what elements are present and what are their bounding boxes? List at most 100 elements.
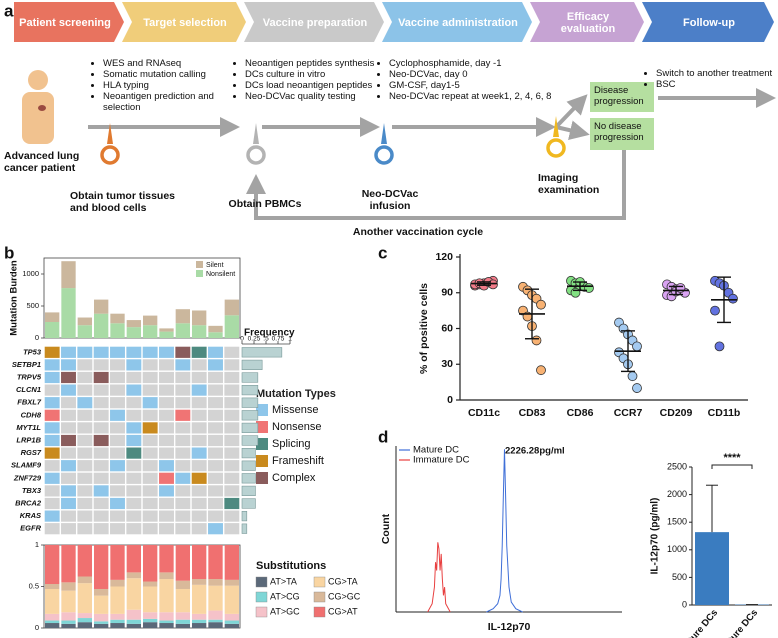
mutation-cell <box>44 422 60 434</box>
empty-cell <box>175 371 191 384</box>
mutation-cell <box>44 472 60 484</box>
bar-segment <box>94 623 109 628</box>
empty-cell <box>61 472 76 484</box>
gene-label: ZNF729 <box>13 473 42 482</box>
mutation-cell <box>175 359 191 371</box>
mutation-cell <box>77 346 93 358</box>
bar-segment <box>94 313 109 338</box>
empty-cell <box>93 422 109 434</box>
mutation-cell <box>208 346 223 358</box>
bar-segment <box>110 586 125 614</box>
mutation-cell <box>93 485 109 497</box>
y-tick-label: 0.5 <box>29 581 39 590</box>
empty-cell <box>224 346 240 358</box>
empty-cell <box>77 422 93 434</box>
empty-cell <box>224 523 240 535</box>
stage-label: Vaccine administration <box>398 17 518 29</box>
bar-segment <box>175 612 190 620</box>
patient-head <box>28 70 48 90</box>
mutation-cell <box>126 447 142 459</box>
bar-segment <box>208 579 223 586</box>
bar-segment <box>77 613 92 619</box>
mutation-cell <box>224 497 240 510</box>
gene-label: EGFR <box>20 524 41 533</box>
empty-cell <box>142 384 158 396</box>
mutation-cell <box>61 359 76 371</box>
mutation-cell <box>110 497 125 510</box>
legend-swatch <box>196 270 203 277</box>
empty-cell <box>224 510 240 522</box>
gene-label: KRAS <box>20 511 41 520</box>
legend-label: Splicing <box>272 438 311 450</box>
empty-cell <box>126 510 142 522</box>
empty-cell <box>93 409 109 421</box>
mutation-cell <box>208 359 223 371</box>
bar-segment <box>126 609 141 620</box>
bullet-list: Switch to another treatmentBSC <box>645 68 778 90</box>
empty-cell <box>110 371 125 384</box>
bar-segment <box>61 612 76 621</box>
legend-title: Mutation Types <box>256 388 336 400</box>
empty-cell <box>110 422 125 434</box>
bullet: Neo-DCVac quality testing <box>245 91 391 102</box>
empty-cell <box>224 359 240 371</box>
gene-label: TP53 <box>23 347 42 356</box>
pin-head <box>546 138 566 158</box>
y-tick-label: 0 <box>35 623 39 632</box>
stage-chevron <box>530 2 644 42</box>
bar-segment <box>77 576 92 584</box>
data-point <box>710 305 720 316</box>
empty-cell <box>159 497 174 510</box>
empty-cell <box>159 397 174 409</box>
bar-segment <box>110 579 125 587</box>
outcome-box: No disease progression <box>590 118 654 150</box>
mutation-cell <box>61 460 76 472</box>
mutation-cell <box>93 346 109 358</box>
bar-segment <box>77 583 92 614</box>
empty-cell <box>61 447 76 459</box>
frequency-bar <box>241 485 256 497</box>
bar-segment <box>143 622 158 628</box>
pin-head <box>100 145 120 165</box>
bar-segment <box>192 623 207 628</box>
frequency-bar <box>241 347 283 358</box>
bar-segment <box>77 317 92 326</box>
bar-segment <box>175 588 190 613</box>
bar-segment <box>224 545 239 580</box>
y-tick-label: 500 <box>26 301 39 310</box>
mutation-cell <box>44 447 60 459</box>
bar-segment <box>110 313 125 324</box>
empty-cell <box>126 472 142 484</box>
empty-cell <box>110 434 125 447</box>
empty-cell <box>224 434 240 447</box>
mutation-cell <box>126 359 142 371</box>
bar-segment <box>45 623 60 628</box>
empty-cell <box>175 447 191 459</box>
x-tick-label: 1 <box>288 336 292 343</box>
x-tick-label: .5 <box>263 336 269 343</box>
empty-cell <box>159 359 174 371</box>
bullet: HLA typing <box>103 80 245 91</box>
bullet-list: Cyclophosphamide, day -1Neo-DCVac, day 0… <box>378 58 559 102</box>
x-tick-label: 0 <box>240 336 244 343</box>
empty-cell <box>175 523 191 535</box>
x-tick-label: Immature DCs <box>710 607 760 638</box>
empty-cell <box>142 371 158 384</box>
empty-cell <box>224 397 240 409</box>
mutation-cell <box>44 409 60 421</box>
empty-cell <box>77 523 93 535</box>
bar-segment <box>159 572 174 580</box>
bar-segment <box>159 328 174 332</box>
empty-cell <box>93 497 109 510</box>
bar-segment <box>208 585 223 611</box>
bar-segment <box>208 610 223 620</box>
bullet: Cyclophosphamide, day -1 <box>389 58 559 69</box>
bar-segment <box>159 545 174 573</box>
bar-segment <box>126 572 141 579</box>
gene-label: TRPV5 <box>17 372 42 381</box>
bar-segment <box>143 581 158 587</box>
legend-swatch <box>255 606 268 618</box>
frequency-bar <box>241 510 248 522</box>
legend-swatch <box>255 576 268 588</box>
